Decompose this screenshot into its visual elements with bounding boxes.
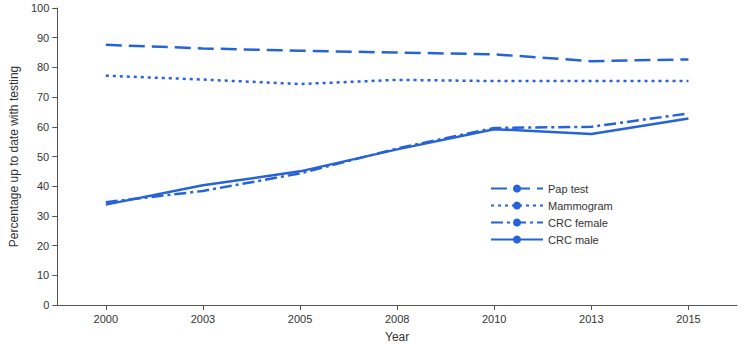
svg-text:20: 20: [37, 240, 49, 252]
svg-text:30: 30: [37, 210, 49, 222]
svg-text:100: 100: [31, 2, 49, 14]
svg-text:80: 80: [37, 61, 49, 73]
svg-text:Mammogram: Mammogram: [548, 200, 613, 212]
svg-text:CRC male: CRC male: [548, 234, 599, 246]
svg-text:50: 50: [37, 151, 49, 163]
svg-text:2015: 2015: [676, 313, 700, 325]
svg-text:Percentage up to date with tes: Percentage up to date with testing: [7, 66, 21, 247]
svg-text:10: 10: [37, 269, 49, 281]
svg-text:60: 60: [37, 121, 49, 133]
svg-text:2005: 2005: [288, 313, 312, 325]
svg-text:90: 90: [37, 32, 49, 44]
svg-text:40: 40: [37, 180, 49, 192]
svg-text:2008: 2008: [385, 313, 409, 325]
svg-text:70: 70: [37, 91, 49, 103]
svg-text:2013: 2013: [579, 313, 603, 325]
svg-text:Pap test: Pap test: [548, 183, 588, 195]
svg-text:0: 0: [43, 299, 49, 311]
svg-text:CRC female: CRC female: [548, 217, 608, 229]
svg-text:2000: 2000: [94, 313, 118, 325]
svg-text:2003: 2003: [191, 313, 215, 325]
svg-text:Year: Year: [385, 330, 409, 344]
svg-text:2010: 2010: [482, 313, 506, 325]
